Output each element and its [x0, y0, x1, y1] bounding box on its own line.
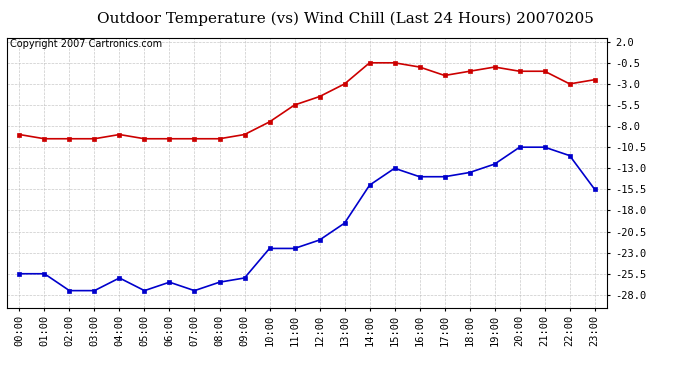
Text: Outdoor Temperature (vs) Wind Chill (Last 24 Hours) 20070205: Outdoor Temperature (vs) Wind Chill (Las… — [97, 11, 593, 26]
Text: Copyright 2007 Cartronics.com: Copyright 2007 Cartronics.com — [10, 39, 162, 49]
